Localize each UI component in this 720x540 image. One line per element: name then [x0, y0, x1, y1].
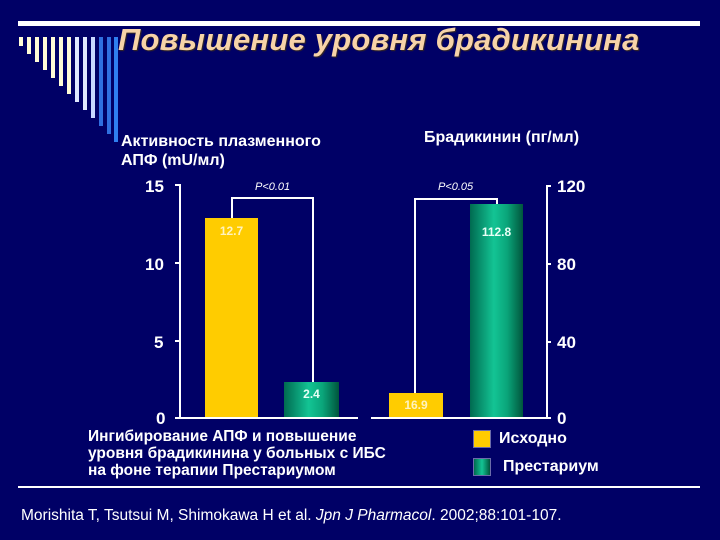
deco-bar [19, 37, 23, 46]
deco-bar [91, 37, 95, 118]
deco-bar [83, 37, 87, 110]
left-axis-label-line2: АПФ (mU/мл) [121, 152, 225, 169]
deco-bar [35, 37, 39, 62]
deco-bar [43, 37, 47, 70]
chart-caption: Ингибирование АПФ и повышение уровня бра… [88, 428, 386, 479]
legend-label: Исходно [499, 430, 567, 447]
legend-item-prestarium: Престариум [473, 458, 599, 476]
left-y-axis [179, 184, 181, 419]
left-baseline [175, 417, 358, 419]
footer-rule [18, 486, 700, 488]
bar-value-label: 112.8 [481, 225, 512, 239]
left-tick-label-0: 0 [156, 409, 166, 428]
left-tick-10 [175, 262, 180, 264]
bar-value-label: 16.9 [404, 398, 428, 412]
right-bracket-left [414, 198, 416, 393]
citation-authors: Morishita T, Tsutsui M, Shimokawa H et a… [21, 507, 316, 524]
title-top-rule [18, 21, 700, 26]
right-tick-120 [546, 185, 551, 187]
legend-swatch-green [473, 458, 491, 476]
right-baseline [371, 417, 551, 419]
deco-bar [114, 37, 118, 142]
deco-bar [75, 37, 79, 102]
deco-bar [67, 37, 71, 94]
right-p-value: P<0.05 [438, 181, 474, 193]
deco-bar [107, 37, 111, 134]
left-bracket-right [312, 197, 314, 382]
bar-ace-baseline: 12.7 [205, 218, 258, 417]
left-tick-label-5: 5 [154, 333, 164, 352]
citation-journal: Jpn J Pharmacol [315, 507, 432, 524]
legend-label: Престариум [503, 458, 599, 475]
right-axis-label: Брадикинин (пг/мл) [424, 129, 580, 146]
right-tick-label-80: 80 [557, 255, 576, 274]
right-bracket-right [496, 198, 498, 204]
bar-value-label: 12.7 [219, 224, 244, 238]
caption-line2: уровня брадикинина у больных с ИБС [88, 445, 386, 462]
citation-details: . 2002;88:101-107. [431, 507, 562, 524]
left-bracket-top [231, 197, 314, 199]
left-tick-5 [175, 340, 180, 342]
deco-bar [27, 37, 31, 54]
slide-title: Повышение уровня брадикинина [118, 22, 640, 57]
right-bracket-top [414, 198, 498, 200]
right-tick-label-120: 120 [557, 177, 586, 196]
left-tick-15 [175, 184, 180, 186]
left-tick-label-10: 10 [145, 255, 164, 274]
bar-ace-prestarium: 2.4 [284, 382, 339, 417]
deco-bar [59, 37, 63, 86]
left-axis-label-line1: Активность плазменного [121, 133, 321, 150]
citation: Morishita T, Tsutsui M, Shimokawa H et a… [21, 507, 562, 525]
right-tick-40 [546, 341, 551, 343]
right-tick-label-0: 0 [557, 409, 567, 428]
left-bracket-left [231, 197, 233, 218]
bar-bk-prestarium: 112.8 [470, 204, 523, 417]
left-p-value: P<0.01 [255, 181, 291, 193]
right-tick-label-40: 40 [557, 333, 576, 352]
deco-bar [51, 37, 55, 78]
left-tick-label-15: 15 [145, 177, 164, 196]
legend-item-baseline: Исходно [473, 430, 567, 448]
left-axis-label: Активность плазменного АПФ (mU/мл) [121, 132, 321, 170]
right-y-axis [546, 185, 548, 419]
bar-bk-baseline: 16.9 [389, 393, 443, 417]
caption-line3: на фоне терапии Престариумом [88, 462, 336, 479]
right-tick-80 [546, 263, 551, 265]
caption-line1: Ингибирование АПФ и повышение [88, 428, 357, 445]
deco-bar [99, 37, 103, 126]
bar-value-label: 2.4 [303, 387, 320, 401]
legend-swatch-yellow [473, 430, 491, 448]
